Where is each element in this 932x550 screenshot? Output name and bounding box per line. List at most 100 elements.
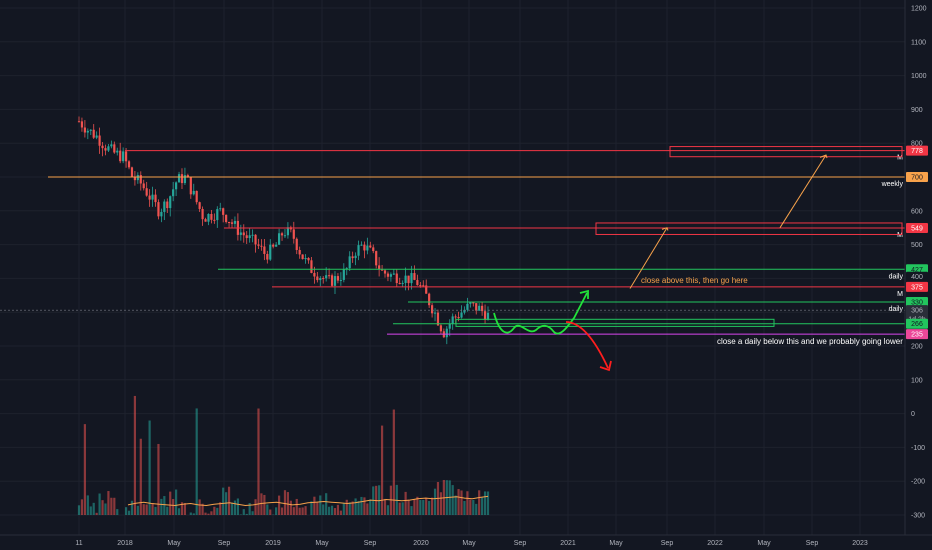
candle-body xyxy=(428,293,431,306)
y-tick-label: 100 xyxy=(911,377,923,384)
candle-body xyxy=(163,201,166,212)
x-tick-label: 2019 xyxy=(265,540,281,547)
volume-bar xyxy=(219,502,222,515)
candle-body xyxy=(113,144,116,153)
candle-body xyxy=(139,175,142,184)
volume-bar xyxy=(260,493,263,515)
volume-bar xyxy=(80,499,84,515)
orange-arrowhead-1 xyxy=(661,227,669,231)
volume-bar xyxy=(95,512,98,515)
y-tick-label: 0 xyxy=(911,411,915,418)
candle-body xyxy=(116,150,119,153)
candle-body xyxy=(280,233,284,236)
candle-body xyxy=(419,285,422,287)
price-badge-label: 778 xyxy=(911,148,923,155)
price-badge-label: 306 xyxy=(911,308,923,315)
volume-bar xyxy=(486,491,490,515)
candle-body xyxy=(86,130,89,133)
candle-body xyxy=(463,309,466,313)
candle-body xyxy=(342,269,345,280)
candle-body xyxy=(401,282,404,284)
candle-body xyxy=(260,245,263,247)
candle-body xyxy=(472,302,475,304)
candle-body xyxy=(369,245,372,248)
candle-body xyxy=(107,146,110,151)
candle-body xyxy=(475,303,478,311)
candle-body xyxy=(295,238,298,250)
volume-bar xyxy=(160,498,163,515)
price-badge-label: 400 xyxy=(911,274,923,281)
volume-bar xyxy=(316,502,319,515)
candle-body xyxy=(119,150,122,162)
volume-bar xyxy=(257,408,260,515)
y-tick-label: -100 xyxy=(911,445,925,452)
time-axis[interactable]: 11 2018 May Sep 2019 May Sep 2020 May Sep 2021 May S… xyxy=(0,534,932,547)
volume-bar xyxy=(242,509,245,515)
candle-body xyxy=(192,190,195,195)
price-badge-label: 330 xyxy=(911,300,923,307)
candle-body xyxy=(386,273,390,277)
candle-body xyxy=(366,245,369,251)
volume-bar xyxy=(380,425,384,515)
candle-body xyxy=(325,275,328,279)
price-badge xyxy=(906,172,928,182)
price-badge-label: 549 xyxy=(911,226,923,233)
volume-bar xyxy=(404,491,407,515)
candle-body xyxy=(157,202,160,217)
candle-body xyxy=(433,312,437,314)
candle-body xyxy=(222,208,225,215)
volume-bar xyxy=(466,491,469,515)
volume-bar xyxy=(313,496,316,515)
volume-bar xyxy=(301,507,304,515)
drawings[interactable] xyxy=(0,146,905,372)
candle-body xyxy=(416,279,419,286)
volume-bar xyxy=(233,500,237,515)
volume-bar xyxy=(481,497,484,515)
price-badge xyxy=(906,145,928,156)
level-label: daily xyxy=(889,273,904,280)
volume-bars xyxy=(77,395,490,515)
volume-bar xyxy=(166,506,169,515)
candle-body xyxy=(89,129,92,131)
candle-body xyxy=(439,325,443,332)
volume-bar xyxy=(133,395,137,515)
volume-bar xyxy=(189,512,192,515)
volume-bar xyxy=(398,502,401,515)
candle-body xyxy=(336,276,340,281)
volume-bar xyxy=(145,504,148,515)
volume-bar xyxy=(342,502,345,515)
candle-body xyxy=(398,283,401,285)
candle-body xyxy=(351,256,354,259)
volume-bar xyxy=(277,495,281,515)
x-tick-label: 2023 xyxy=(852,540,868,547)
volume-bar xyxy=(366,503,369,515)
candle-body xyxy=(483,311,487,320)
y-tick-label: 1200 xyxy=(911,6,927,13)
candle-body xyxy=(425,285,428,294)
candle-body xyxy=(225,214,228,222)
volume-bar xyxy=(422,499,425,515)
volume-bar xyxy=(254,499,257,515)
candle-body xyxy=(172,189,175,197)
y-tick-label: 900 xyxy=(911,107,923,114)
volume-bar xyxy=(401,502,404,515)
price-badge-label: 235 xyxy=(911,332,923,339)
volume-bar xyxy=(433,488,437,515)
volume-bar xyxy=(295,498,298,515)
candle-body xyxy=(186,175,189,178)
candle-body xyxy=(257,244,260,246)
price-badge xyxy=(906,281,928,292)
candle-body xyxy=(133,176,137,181)
candle-body xyxy=(110,144,113,147)
candle-body xyxy=(436,312,440,326)
candle-body xyxy=(407,275,410,284)
level-label: daily xyxy=(889,306,904,313)
candle-body xyxy=(445,328,448,338)
candle-body xyxy=(154,194,157,203)
candle-body xyxy=(383,270,387,274)
candle-body xyxy=(345,268,348,270)
orange-arrow-1 xyxy=(629,227,668,289)
y-tick-label: -200 xyxy=(911,479,925,486)
